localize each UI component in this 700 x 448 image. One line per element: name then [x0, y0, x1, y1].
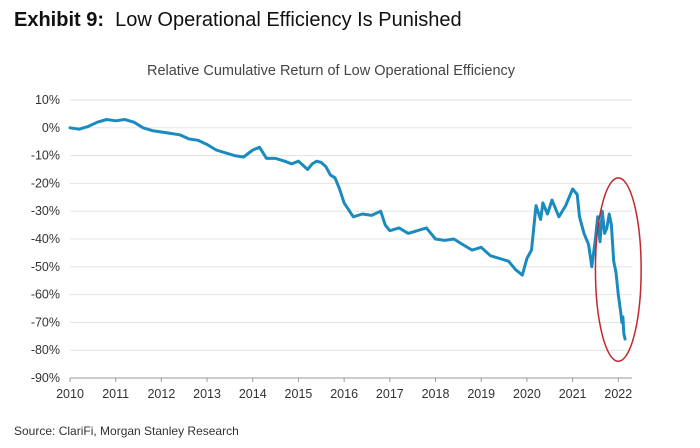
exhibit-heading: Exhibit 9: Low Operational Efficiency Is…: [14, 9, 462, 32]
y-tick-label: -50%: [31, 260, 60, 274]
x-tick-label: 2010: [56, 387, 84, 401]
x-tick-label: 2018: [422, 387, 450, 401]
x-tick-label: 2012: [147, 387, 175, 401]
y-axis-tick-labels: 10% 0% -10% -20% -30% -40% -50% -60% -70% -80% -90…: [31, 93, 60, 385]
series-lines: [68, 118, 627, 341]
x-tick-label: 2020: [513, 387, 541, 401]
highlight-annotation: [594, 177, 642, 363]
x-axis-tick-labels: 2010 2011 2012 2013 2014 2015 2016 2017 2018 2019…: [56, 387, 632, 401]
x-tick-label: 2013: [193, 387, 221, 401]
x-tick-label: 2014: [239, 387, 267, 401]
x-tick-label: 2016: [330, 387, 358, 401]
highlight-ellipse: [594, 177, 642, 363]
y-tick-label: -10%: [31, 149, 60, 163]
y-tick-label: -80%: [31, 343, 60, 357]
exhibit-label: Exhibit 9:: [14, 9, 105, 31]
y-tick-label: 0%: [42, 121, 60, 135]
source-note: Source: ClariFi, Morgan Stanley Research: [14, 424, 239, 438]
y-tick-label: -30%: [31, 204, 60, 218]
grid-lines: [70, 99, 632, 379]
x-tick-label: 2017: [376, 387, 404, 401]
x-tick-label: 2011: [102, 387, 129, 401]
x-tick-label: 2021: [559, 387, 587, 401]
y-tick-label: -60%: [31, 288, 60, 302]
series-line: [68, 118, 627, 341]
x-axis: [69, 377, 632, 382]
y-tick-label: -20%: [31, 176, 60, 190]
y-tick-label: -40%: [31, 232, 60, 246]
x-tick-label: 2019: [467, 387, 495, 401]
y-tick-label: -70%: [31, 315, 60, 329]
y-tick-label: 10%: [35, 93, 60, 107]
x-tick-label: 2022: [604, 387, 632, 401]
x-tick-label: 2015: [285, 387, 313, 401]
exhibit-title: Low Operational Efficiency Is Punished: [115, 9, 462, 31]
y-tick-label: -90%: [31, 371, 60, 385]
chart-title: Relative Cumulative Return of Low Operat…: [147, 63, 516, 79]
